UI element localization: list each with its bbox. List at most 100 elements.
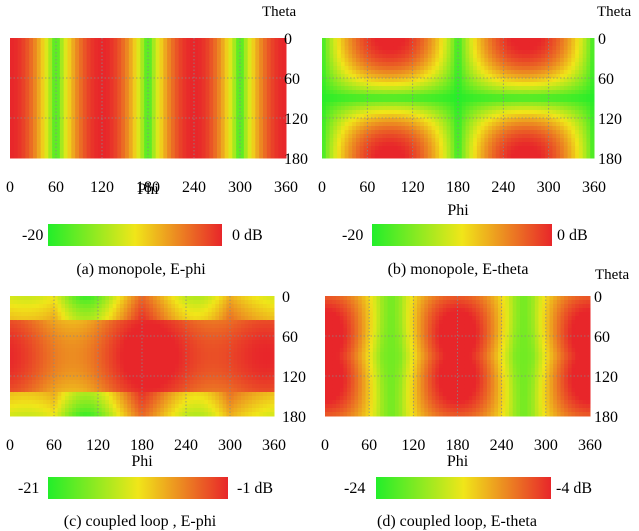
heatmap-cell: [567, 62, 572, 67]
heatmap-cell: [450, 102, 455, 107]
heatmap-cell: [442, 122, 448, 127]
heatmap-cell: [174, 50, 180, 55]
heatmap-cell: [59, 122, 65, 127]
heatmap-cell: [71, 62, 76, 67]
heatmap-cell: [590, 82, 595, 87]
heatmap-cell: [344, 138, 349, 143]
heatmap-cell: [325, 94, 331, 99]
heatmap-cell: [44, 90, 49, 95]
heatmap-cell: [541, 74, 546, 79]
heatmap-cell: [255, 62, 260, 67]
heatmap-cell: [98, 122, 103, 127]
heatmap-cell: [24, 332, 29, 337]
heatmap-cell: [522, 38, 527, 43]
heatmap-cell: [333, 154, 338, 159]
heatmap-cell: [28, 372, 33, 377]
heatmap-cell: [266, 130, 272, 135]
heatmap-cell: [82, 46, 88, 51]
heatmap-cell: [247, 146, 252, 151]
heatmap-cell: [259, 118, 264, 123]
heatmap-cell: [144, 74, 149, 79]
heatmap-cell: [408, 142, 414, 147]
heatmap-cell: [98, 70, 103, 75]
heatmap-cell: [578, 82, 584, 87]
heatmap-cell: [171, 90, 176, 95]
heatmap-cell: [71, 118, 76, 123]
heatmap-cell: [405, 98, 410, 103]
heatmap-cell: [86, 74, 91, 79]
heatmap-cell: [390, 46, 395, 51]
heatmap-cell: [75, 54, 80, 59]
heatmap-cell: [197, 98, 203, 103]
heatmap-cell: [282, 66, 287, 71]
heatmap-cell: [29, 102, 34, 107]
heatmap-cell: [278, 106, 283, 111]
heatmap-cell: [98, 146, 103, 151]
heatmap-cell: [333, 114, 338, 119]
heatmap-cell: [424, 114, 429, 119]
heatmap-cell: [484, 114, 489, 119]
heatmap-cell: [575, 86, 580, 91]
heatmap-cell: [476, 146, 482, 151]
heatmap-cell: [243, 54, 249, 59]
heatmap-cell: [458, 110, 463, 115]
heatmap-cell: [109, 62, 114, 67]
heatmap-cell: [322, 110, 327, 115]
heatmap-cell: [446, 94, 451, 99]
heatmap-cell: [582, 46, 587, 51]
heatmap-cell: [397, 70, 402, 75]
heatmap-cell: [52, 154, 57, 159]
heatmap-cell: [420, 46, 425, 51]
heatmap-cell: [439, 66, 444, 71]
heatmap-cell: [563, 150, 569, 155]
heatmap-cell: [121, 106, 126, 111]
heatmap-cell: [121, 62, 126, 67]
heatmap-cell: [454, 118, 459, 123]
heatmap-cell: [79, 376, 84, 381]
heatmap-cell: [393, 106, 399, 111]
heatmap-cell: [76, 364, 81, 369]
heatmap-cell: [121, 118, 126, 123]
heatmap-cell: [109, 74, 114, 79]
heatmap-cell: [352, 74, 357, 79]
heatmap-cell: [333, 82, 338, 87]
heatmap-cell: [499, 118, 504, 123]
heatmap-cell: [503, 78, 508, 83]
heatmap-cell: [178, 50, 183, 55]
heatmap-cell: [109, 46, 114, 51]
heatmap-cell: [174, 42, 180, 47]
heatmap-cell: [190, 106, 195, 111]
heatmap-cell: [43, 336, 48, 341]
heatmap-cell: [420, 130, 425, 135]
heatmap-cell: [439, 50, 444, 55]
heatmap-cell: [90, 106, 95, 111]
heatmap-cell: [213, 102, 218, 107]
heatmap-cell: [282, 118, 287, 123]
heatmap-cell: [44, 58, 49, 63]
heatmap-cell: [24, 300, 29, 305]
heatmap-cell: [480, 110, 485, 115]
heatmap-cell: [251, 50, 256, 55]
heatmap-cell: [76, 296, 81, 301]
heatmap-cell: [435, 142, 440, 147]
heatmap-cell: [94, 46, 99, 51]
heatmap-cell: [450, 134, 455, 139]
heatmap-cell: [529, 90, 535, 95]
heatmap-cell: [240, 86, 245, 91]
heatmap-cell: [205, 74, 210, 79]
heatmap-cell: [274, 154, 279, 159]
heatmap-cell: [560, 50, 565, 55]
heatmap-cell: [186, 86, 191, 91]
heatmap-cell: [397, 118, 402, 123]
heatmap-cell: [510, 82, 516, 87]
heatmap-cell: [473, 66, 478, 71]
heatmap-cell: [340, 42, 346, 47]
heatmap-cell: [10, 138, 15, 143]
heatmap-cell: [282, 70, 287, 75]
heatmap-cell: [522, 138, 527, 143]
heatmap-cell: [132, 102, 137, 107]
heatmap-cell: [352, 122, 357, 127]
heatmap-cell: [537, 58, 542, 63]
heatmap-cell: [251, 74, 256, 79]
heatmap-cell: [17, 82, 22, 87]
